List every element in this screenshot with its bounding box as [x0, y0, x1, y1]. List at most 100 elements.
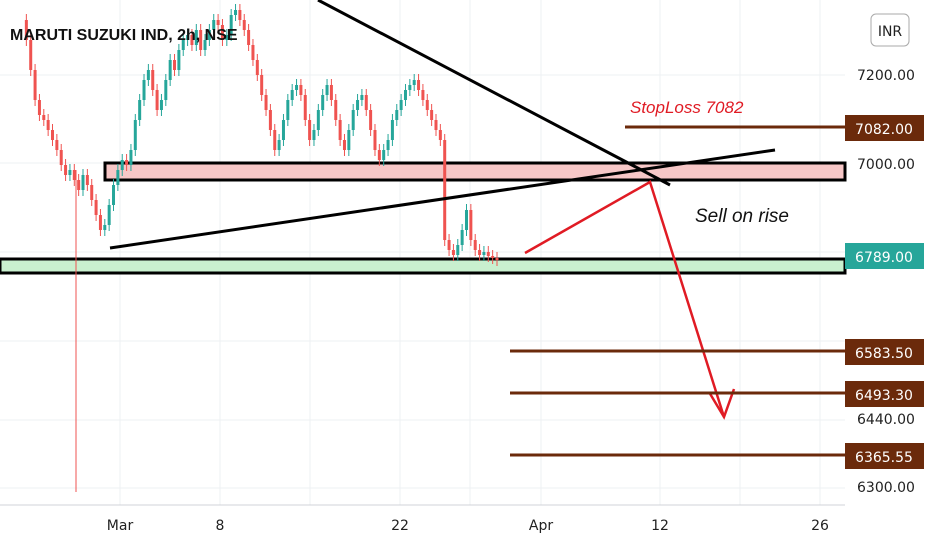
candle [295, 85, 299, 90]
candle [242, 20, 246, 30]
x-tick-26: 26 [811, 518, 829, 534]
candle [382, 150, 386, 160]
candle [438, 130, 442, 140]
candle [369, 110, 373, 130]
candle [478, 250, 482, 255]
candle [142, 80, 146, 100]
currency-button[interactable] [870, 13, 910, 47]
candle [151, 70, 155, 90]
candle [268, 110, 272, 130]
candle [212, 20, 216, 30]
candle [103, 225, 107, 230]
sell-annotation: Sell on rise [695, 206, 789, 227]
candle [199, 30, 203, 50]
rising-trendline [109, 148, 776, 250]
candle [334, 100, 338, 120]
candle [173, 60, 177, 70]
grid-lines [0, 0, 845, 506]
candle [68, 170, 72, 175]
candle [417, 80, 421, 90]
price-tag-6493 [845, 381, 924, 407]
candle [164, 80, 168, 100]
candle [460, 230, 464, 245]
candle [286, 100, 290, 120]
price-tag-6583 [845, 339, 924, 365]
candle [190, 35, 194, 45]
candle [303, 95, 307, 120]
candle [64, 165, 68, 175]
candle [155, 90, 159, 110]
candle [347, 130, 351, 150]
candle [360, 95, 364, 100]
x-tick-12: 12 [651, 518, 669, 534]
candle [46, 120, 50, 130]
candle [112, 185, 116, 205]
candle [107, 205, 111, 225]
x-tick-mar: Mar [107, 518, 134, 534]
candle [491, 256, 495, 258]
price-tag-6583-label: 6583.50 [855, 346, 913, 362]
candle [207, 30, 211, 40]
candle [456, 245, 460, 255]
candle [486, 252, 490, 256]
candle [430, 110, 434, 120]
candle [443, 140, 447, 240]
candle [377, 150, 381, 160]
candle [42, 115, 46, 120]
candle [37, 100, 41, 115]
candle [251, 45, 255, 60]
candle [473, 240, 477, 250]
last-price-label: 6789.00 [855, 250, 913, 266]
candle [186, 35, 190, 40]
chart-title: MARUTI SUZUKI IND, 2h, NSE [10, 27, 238, 44]
candle [77, 180, 81, 190]
candle [216, 20, 220, 25]
projection-arrow [524, 180, 726, 418]
last-price-tag [845, 243, 924, 269]
candle [469, 210, 473, 240]
candle [255, 60, 259, 75]
candle [203, 40, 207, 50]
candle [129, 150, 133, 165]
price-tag-7082-label: 7082.00 [855, 122, 913, 138]
arrow-head [707, 388, 736, 420]
candle [386, 140, 390, 150]
candle [290, 90, 294, 100]
candle [316, 110, 320, 130]
candle [299, 85, 303, 95]
candle [399, 100, 403, 110]
candle [98, 215, 102, 230]
x-tick-22: 22 [391, 518, 409, 534]
candle [273, 130, 277, 150]
candle [85, 175, 89, 185]
price-tag-6365 [845, 443, 924, 469]
candle [59, 150, 63, 165]
currency-label: INR [878, 24, 903, 40]
candle [51, 130, 55, 140]
y-tick-6300: 6300.00 [857, 480, 915, 496]
candle [342, 140, 346, 150]
candle [55, 140, 59, 150]
candle [177, 50, 181, 70]
candle [464, 210, 468, 230]
y-tick-6440: 6440.00 [857, 412, 915, 428]
candles [24, 4, 499, 492]
price-tag-6493-label: 6493.30 [855, 388, 913, 404]
candle [29, 40, 33, 70]
candle [329, 85, 333, 100]
price-tag-7082 [845, 115, 924, 141]
candle [421, 90, 425, 100]
candle [138, 100, 142, 120]
candle [434, 120, 438, 130]
candle [325, 85, 329, 95]
candle [260, 75, 264, 95]
candle [247, 30, 251, 45]
y-tick-7200: 7200.00 [857, 68, 915, 84]
candle [125, 160, 129, 165]
candle [81, 175, 85, 190]
candle [356, 100, 360, 110]
candle [220, 25, 224, 40]
candle [408, 85, 412, 90]
candle [395, 110, 399, 120]
